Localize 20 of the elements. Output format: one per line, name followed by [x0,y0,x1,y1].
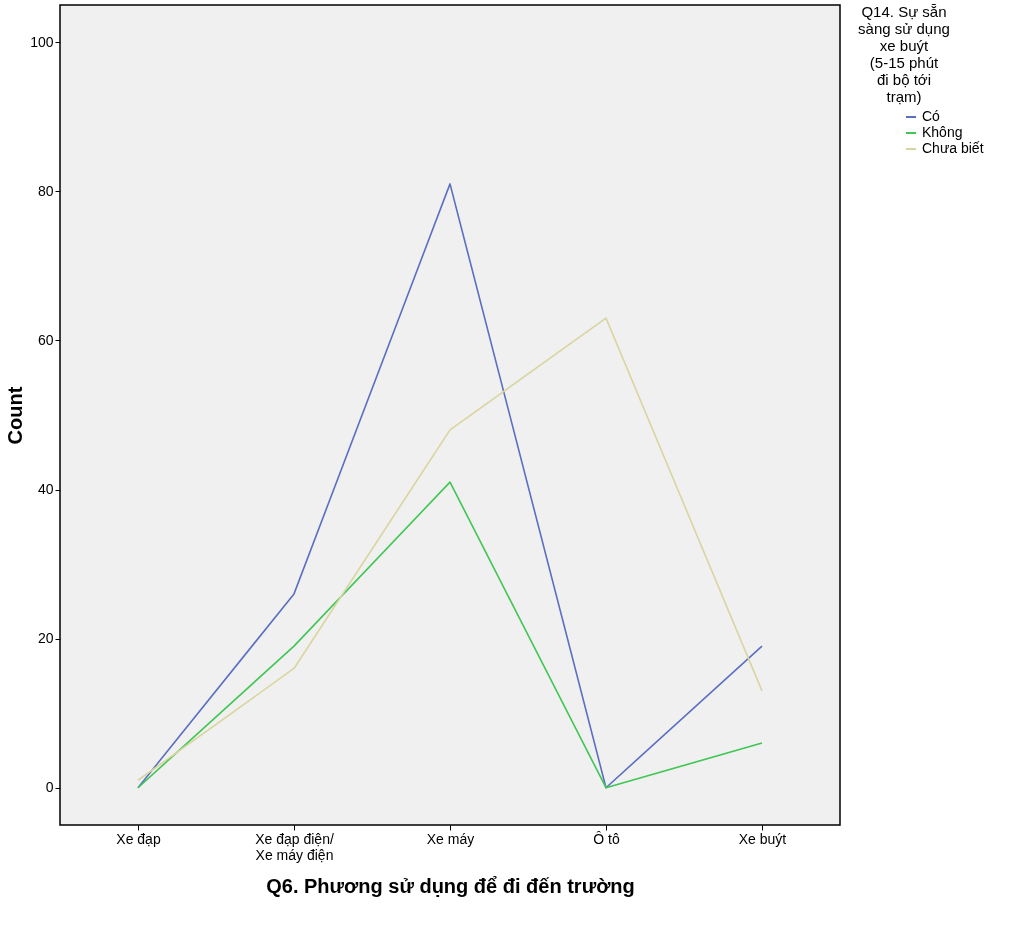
x-tick-label: Ô tô [593,830,620,847]
legend-label: Có [922,108,941,124]
legend-label: Chưa biết [922,140,984,156]
y-axis-title: Count [4,386,27,445]
y-tick-label: 20 [37,630,54,647]
legend-title: Q14. Sự sẵn sàng sử dụng xe buýt (5-15 phút đi bộ tới trạm) [858,3,950,105]
line-series [137,317,763,782]
x-tick-label: Xe máy [426,830,475,847]
x-tick-label: Xe đạp điện/ Xe máy điện [255,830,334,863]
y-tick-label: 40 [37,481,54,498]
legend-label: Không [922,124,963,140]
y-tick-label: 100 [30,33,54,50]
y-tick-label: 60 [37,331,54,348]
y-tick-label: 0 [45,779,54,796]
y-tick-label: 80 [37,182,54,199]
x-axis-title: Q6. Phương sử dụng để đi đến trường [266,874,635,897]
x-tick-label: Xe đạp [116,830,161,847]
x-tick-label: Xe buýt [738,830,787,847]
line-series [137,481,763,789]
line-series [137,183,763,789]
